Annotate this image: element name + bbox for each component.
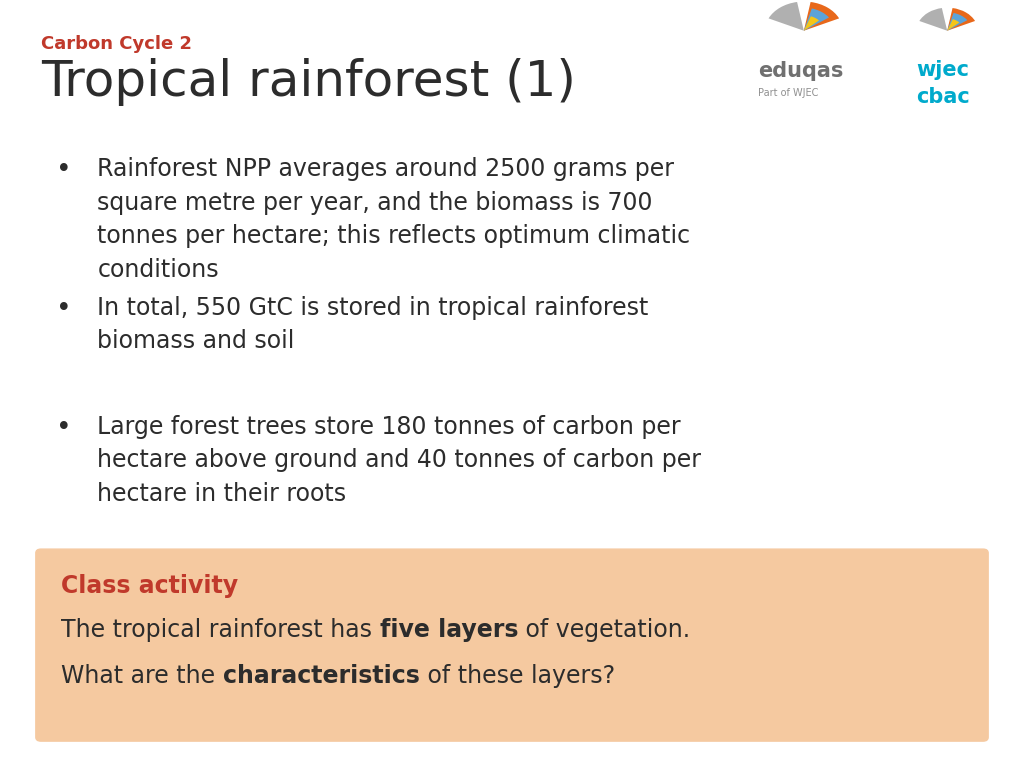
Text: Tropical rainforest (1): Tropical rainforest (1) <box>41 58 575 105</box>
Text: eduqas: eduqas <box>758 61 843 81</box>
Text: Rainforest NPP averages around 2500 grams per
square metre per year, and the bio: Rainforest NPP averages around 2500 gram… <box>97 157 690 282</box>
Text: The tropical rainforest has: The tropical rainforest has <box>61 618 380 642</box>
Wedge shape <box>947 8 975 31</box>
Text: •: • <box>56 296 72 322</box>
Text: In total, 550 GtC is stored in tropical rainforest
biomass and soil: In total, 550 GtC is stored in tropical … <box>97 296 648 353</box>
Text: •: • <box>56 415 72 441</box>
Text: five layers: five layers <box>380 618 518 642</box>
Wedge shape <box>947 13 968 31</box>
Text: characteristics: characteristics <box>223 664 420 688</box>
Wedge shape <box>804 16 819 31</box>
Text: cbac: cbac <box>916 87 970 107</box>
Wedge shape <box>920 8 947 31</box>
Text: of vegetation.: of vegetation. <box>518 618 690 642</box>
Text: Class activity: Class activity <box>61 574 239 598</box>
Wedge shape <box>804 2 839 31</box>
Text: Carbon Cycle 2: Carbon Cycle 2 <box>41 35 191 52</box>
Wedge shape <box>769 2 804 31</box>
Text: of these layers?: of these layers? <box>420 664 615 688</box>
Text: Part of WJEC: Part of WJEC <box>758 88 818 98</box>
Wedge shape <box>804 8 829 31</box>
Text: wjec: wjec <box>916 60 970 80</box>
Wedge shape <box>947 19 959 31</box>
Text: What are the: What are the <box>61 664 223 688</box>
FancyBboxPatch shape <box>36 549 988 741</box>
Text: •: • <box>56 157 72 184</box>
Text: Large forest trees store 180 tonnes of carbon per
hectare above ground and 40 to: Large forest trees store 180 tonnes of c… <box>97 415 701 505</box>
